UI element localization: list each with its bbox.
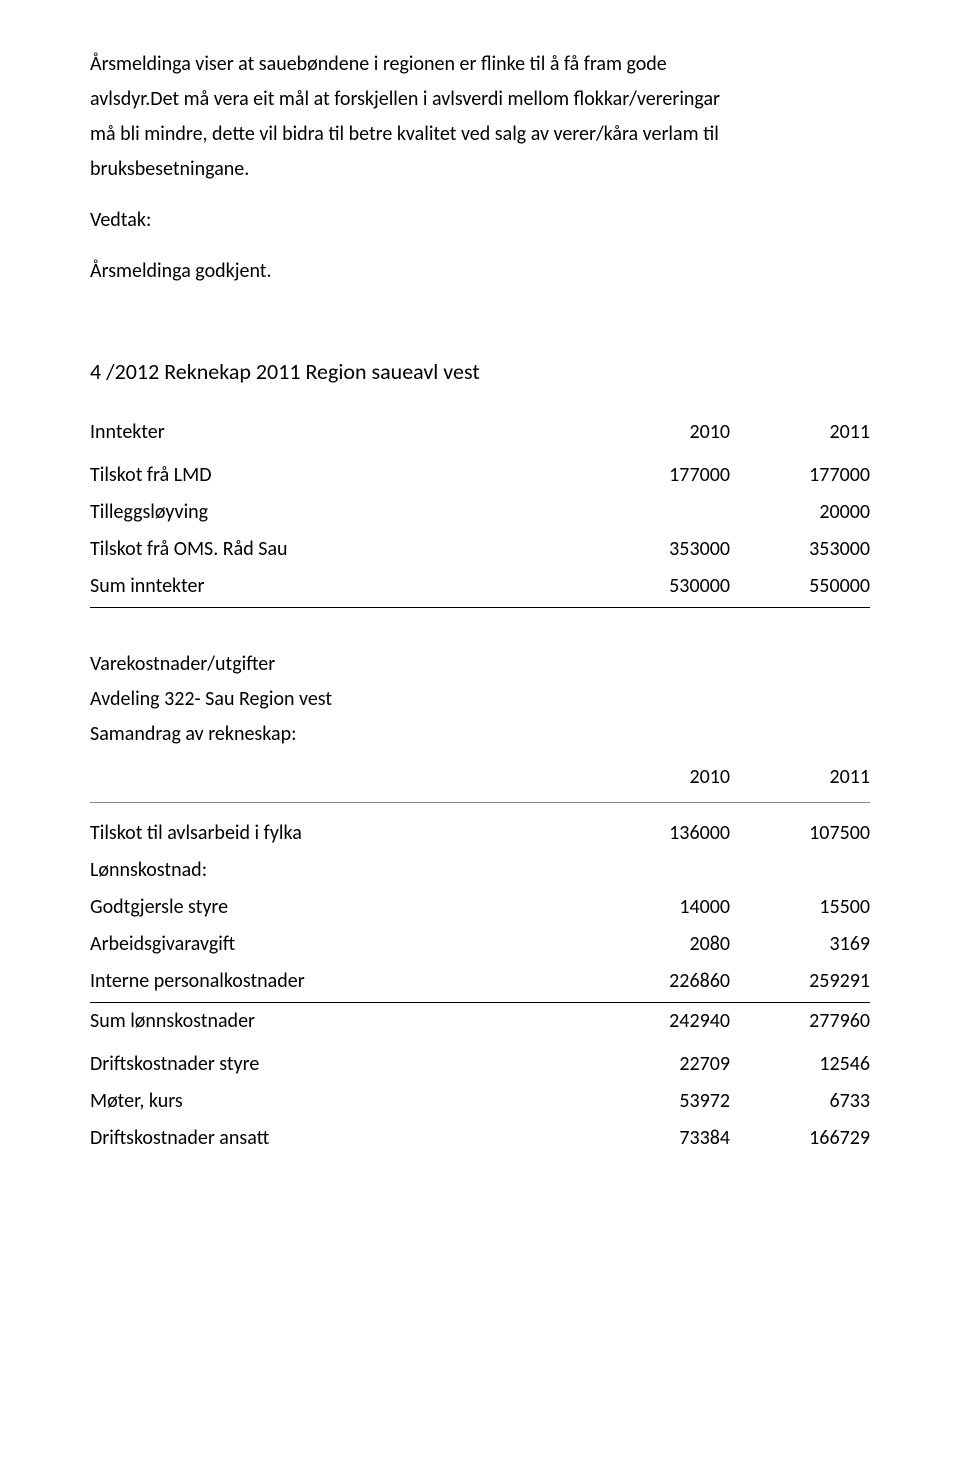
table-row: Godtgjersle styre 14000 15500 <box>90 889 870 926</box>
row-val-2: 20000 <box>730 494 870 531</box>
utgifter-year-1: 2010 <box>590 755 730 803</box>
row-label: Driftskostnader styre <box>90 1046 590 1083</box>
empty-cell <box>90 755 590 803</box>
row-val-1: 53972 <box>590 1083 730 1120</box>
inntekter-table: Inntekter 2010 2011 Tilskot frå LMD 1770… <box>90 414 870 608</box>
intro-line-2: avlsdyr.Det må vera eit mål at forskjell… <box>90 85 870 114</box>
row-label: Møter, kurs <box>90 1083 590 1120</box>
sum-row: Sum inntekter 530000 550000 <box>90 568 870 608</box>
sum-label: Sum inntekter <box>90 568 590 608</box>
utgifter-heading-block: Varekostnader/utgifter Avdeling 322- Sau… <box>90 650 870 749</box>
row-val-2: 177000 <box>730 457 870 494</box>
sum-val-1: 530000 <box>590 568 730 608</box>
intro-line-3: må bli mindre, dette vil bidra til betre… <box>90 120 870 149</box>
row-label: Tilskot til avlsarbeid i fylka <box>90 802 590 852</box>
row-label: Tilleggsløyving <box>90 494 590 531</box>
row-label: Arbeidsgivaravgift <box>90 926 590 963</box>
utgifter-h3: Samandrag av rekneskap: <box>90 720 870 749</box>
table-row: Sum lønnskostnader 242940 277960 <box>90 1002 870 1046</box>
inntekter-year-1: 2010 <box>590 414 730 457</box>
row-val-2: 3169 <box>730 926 870 963</box>
row-label: Sum lønnskostnader <box>90 1002 590 1046</box>
intro-paragraph: Årsmeldinga viser at sauebøndene i regio… <box>90 50 870 184</box>
row-val-1: 22709 <box>590 1046 730 1083</box>
row-val-1: 73384 <box>590 1120 730 1157</box>
row-val-1: 242940 <box>590 1002 730 1046</box>
row-val-1 <box>590 494 730 531</box>
row-label: Godtgjersle styre <box>90 889 590 926</box>
table-row: Driftskostnader ansatt 73384 166729 <box>90 1120 870 1157</box>
table-row: Arbeidsgivaravgift 2080 3169 <box>90 926 870 963</box>
row-label: Lønnskostnad: <box>90 852 590 889</box>
row-val-1: 177000 <box>590 457 730 494</box>
row-val-2: 6733 <box>730 1083 870 1120</box>
inntekter-year-2: 2011 <box>730 414 870 457</box>
row-val-2: 107500 <box>730 802 870 852</box>
row-val-2: 12546 <box>730 1046 870 1083</box>
inntekter-header: Inntekter <box>90 414 590 457</box>
sum-val-2: 550000 <box>730 568 870 608</box>
godkjent-text: Årsmeldinga godkjent. <box>90 257 870 286</box>
table-row: Interne personalkostnader 226860 259291 <box>90 963 870 1003</box>
row-val-2: 259291 <box>730 963 870 1003</box>
row-label: Tilskot frå OMS. Råd Sau <box>90 531 590 568</box>
table-row: Tilskot frå OMS. Råd Sau 353000 353000 <box>90 531 870 568</box>
section-heading: 4 /2012 Reknekap 2011 Region saueavl ves… <box>90 356 870 388</box>
utgifter-h2: Avdeling 322- Sau Region vest <box>90 685 870 714</box>
row-label: Tilskot frå LMD <box>90 457 590 494</box>
row-val-2: 353000 <box>730 531 870 568</box>
table-row: Driftskostnader styre 22709 12546 <box>90 1046 870 1083</box>
row-label: Driftskostnader ansatt <box>90 1120 590 1157</box>
row-val-1 <box>590 852 730 889</box>
utgifter-year-2: 2011 <box>730 755 870 803</box>
row-label: Interne personalkostnader <box>90 963 590 1003</box>
row-val-1: 353000 <box>590 531 730 568</box>
row-val-1: 14000 <box>590 889 730 926</box>
row-val-2: 15500 <box>730 889 870 926</box>
row-val-1: 2080 <box>590 926 730 963</box>
row-val-1: 136000 <box>590 802 730 852</box>
table-row: Tilleggsløyving 20000 <box>90 494 870 531</box>
table-row: Tilskot til avlsarbeid i fylka 136000 10… <box>90 802 870 852</box>
intro-line-1: Årsmeldinga viser at sauebøndene i regio… <box>90 50 870 79</box>
row-val-2 <box>730 852 870 889</box>
row-val-2: 166729 <box>730 1120 870 1157</box>
row-val-1: 226860 <box>590 963 730 1003</box>
table-row: Tilskot frå LMD 177000 177000 <box>90 457 870 494</box>
vedtak-label: Vedtak: <box>90 206 870 235</box>
row-val-2: 277960 <box>730 1002 870 1046</box>
utgifter-table: 2010 2011 Tilskot til avlsarbeid i fylka… <box>90 755 870 1157</box>
table-row: Møter, kurs 53972 6733 <box>90 1083 870 1120</box>
utgifter-h1: Varekostnader/utgifter <box>90 650 870 679</box>
intro-line-4: bruksbesetningane. <box>90 155 870 184</box>
table-row: Lønnskostnad: <box>90 852 870 889</box>
